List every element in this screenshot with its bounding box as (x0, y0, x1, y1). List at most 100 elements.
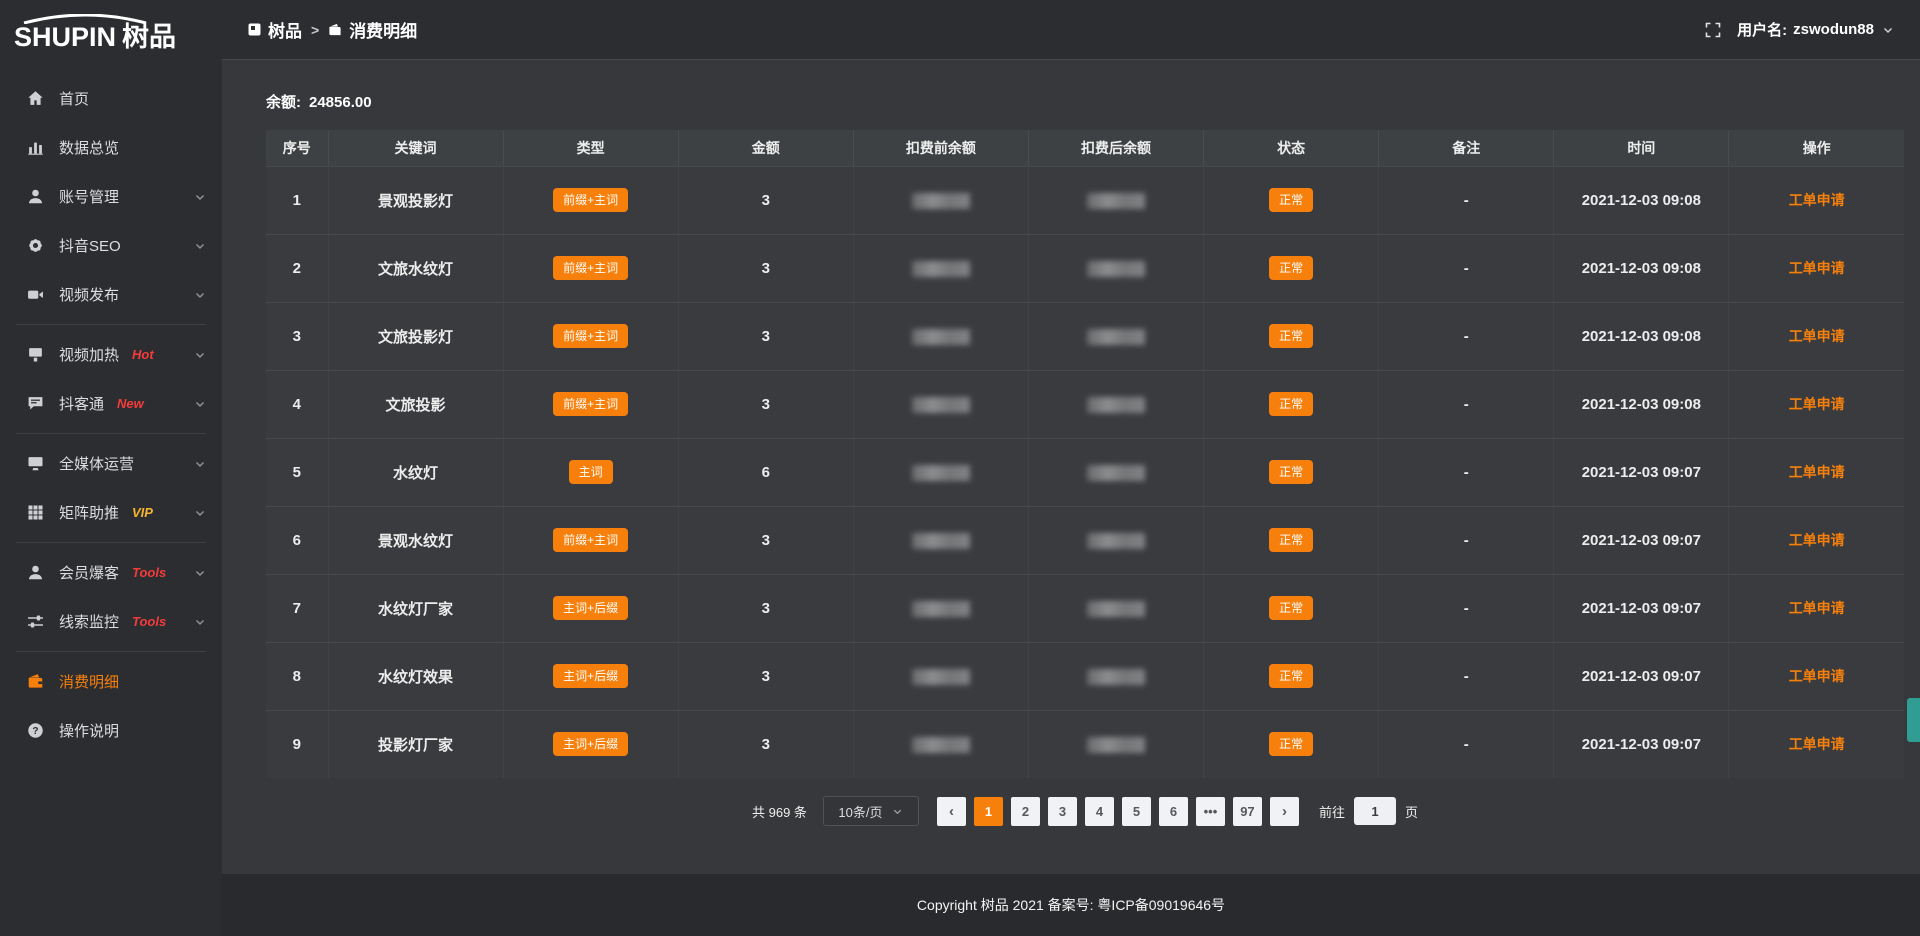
chevron-down-icon (194, 567, 206, 579)
cell-balance-before (853, 301, 1029, 370)
table-row: 8 水纹灯效果 主词+后缀 3 正常 - 2021-12-03 09:07 工单… (266, 641, 1904, 710)
type-badge: 前缀+主词 (553, 255, 629, 281)
work-order-link[interactable]: 工单申请 (1788, 600, 1845, 616)
cell-type: 前缀+主词 (503, 233, 679, 302)
type-badge: 前缀+主词 (553, 527, 629, 553)
cell-keyword: 水纹灯 (328, 437, 504, 506)
work-order-link[interactable]: 工单申请 (1788, 668, 1845, 684)
sidebar-item-douketong[interactable]: 抖客通 New (0, 379, 222, 428)
masked-balance-value (911, 736, 970, 753)
cell-type: 前缀+主词 (503, 165, 679, 234)
logo-cn: 树品 (122, 21, 177, 52)
type-badge: 主词+后缀 (553, 732, 629, 757)
cell-time: 2021-12-03 09:07 (1553, 573, 1730, 642)
work-order-link[interactable]: 工单申请 (1788, 192, 1845, 208)
user-menu[interactable]: 用户名: zswodun88 (1737, 19, 1894, 40)
cell-balance-after (1028, 369, 1205, 438)
menu-divider (16, 433, 206, 434)
cell-amount: 3 (678, 165, 854, 234)
work-order-link[interactable]: 工单申请 (1788, 396, 1845, 412)
cell-amount: 6 (678, 437, 854, 506)
page-button-4[interactable]: 4 (1084, 796, 1114, 826)
sidebar-item-video-publish[interactable]: 视频发布 (0, 270, 222, 319)
cell-status: 正常 (1203, 709, 1380, 778)
cell-balance-after (1028, 301, 1205, 370)
goto-page-input[interactable]: 1 (1353, 797, 1396, 825)
floating-side-widget[interactable] (1907, 698, 1920, 742)
cell-action: 工单申请 (1728, 709, 1904, 778)
work-order-link[interactable]: 工单申请 (1788, 464, 1845, 480)
sidebar-item-data-overview[interactable]: 数据总览 (0, 123, 222, 172)
page-button-2[interactable]: 2 (1010, 796, 1040, 826)
status-badge: 正常 (1269, 732, 1314, 757)
sidebar: SHUPIN 树品 首页 数据总览 账号管理 (0, 0, 222, 936)
type-badge: 前缀+主词 (553, 187, 629, 213)
video-camera-icon (26, 286, 44, 304)
cell-status: 正常 (1203, 437, 1380, 506)
sliders-icon (26, 613, 44, 631)
work-order-link[interactable]: 工单申请 (1788, 532, 1845, 548)
chevron-down-icon (194, 458, 206, 470)
table-row: 3 文旅投影灯 前缀+主词 3 正常 - 2021-12-03 09:08 工单… (266, 301, 1904, 370)
cell-amount: 3 (678, 233, 854, 302)
page-button-3[interactable]: 3 (1047, 796, 1077, 826)
sidebar-item-account[interactable]: 账号管理 (0, 172, 222, 221)
prev-page-button[interactable]: ‹ (936, 796, 966, 826)
sidebar-item-instructions[interactable]: ? 操作说明 (0, 706, 222, 755)
cell-remark: - (1378, 165, 1555, 234)
sidebar-item-lead-monitor[interactable]: 线索监控 Tools (0, 597, 222, 646)
sidebar-item-home[interactable]: 首页 (0, 74, 222, 123)
next-page-button[interactable]: › (1269, 796, 1299, 826)
masked-balance-value (1086, 192, 1145, 209)
cell-status: 正常 (1203, 233, 1380, 302)
cell-balance-before (853, 573, 1029, 642)
masked-balance-value (911, 532, 970, 549)
fullscreen-icon[interactable] (1705, 22, 1721, 38)
gear-icon (26, 237, 44, 255)
cell-time: 2021-12-03 09:07 (1553, 437, 1730, 506)
logo-latin: SHUPIN (14, 21, 117, 52)
page-size-value: 10条/页 (838, 804, 883, 820)
cell-balance-before (853, 165, 1029, 234)
cell-time: 2021-12-03 09:07 (1553, 505, 1730, 574)
breadcrumb-root[interactable]: 树品 (248, 17, 302, 42)
table-row: 7 水纹灯厂家 主词+后缀 3 正常 - 2021-12-03 09:07 工单… (266, 573, 1904, 642)
cell-time: 2021-12-03 09:08 (1553, 301, 1730, 370)
monitor-icon (26, 455, 44, 473)
cell-index: 1 (266, 165, 329, 234)
chevron-down-icon (194, 240, 206, 252)
cell-index: 3 (266, 301, 329, 370)
cell-type: 主词+后缀 (503, 641, 679, 710)
sidebar-item-all-media[interactable]: 全媒体运营 (0, 439, 222, 488)
page-button-5[interactable]: 5 (1121, 796, 1151, 826)
cell-time: 2021-12-03 09:07 (1553, 709, 1730, 778)
page-size-select[interactable]: 10条/页 (822, 796, 919, 826)
page-ellipsis-button[interactable]: ••• (1195, 796, 1225, 826)
sidebar-item-member-burst[interactable]: 会员爆客 Tools (0, 548, 222, 597)
sidebar-item-consumption-detail[interactable]: 消费明细 (0, 657, 222, 706)
page-button-1[interactable]: 1 (973, 796, 1003, 826)
cell-index: 8 (266, 641, 329, 710)
status-badge: 正常 (1269, 595, 1314, 621)
page-button-97[interactable]: 97 (1232, 796, 1262, 826)
cell-status: 正常 (1203, 301, 1380, 370)
page-button-6[interactable]: 6 (1158, 796, 1188, 826)
cell-index: 2 (266, 233, 329, 302)
work-order-link[interactable]: 工单申请 (1788, 260, 1845, 276)
work-order-link[interactable]: 工单申请 (1788, 328, 1845, 344)
cell-action: 工单申请 (1728, 301, 1904, 370)
sidebar-item-matrix-boost[interactable]: 矩阵助推 VIP (0, 488, 222, 537)
cell-balance-after (1028, 233, 1205, 302)
cell-index: 4 (266, 369, 329, 438)
work-order-link[interactable]: 工单申请 (1788, 736, 1845, 753)
sidebar-item-douyin-seo[interactable]: 抖音SEO (0, 221, 222, 270)
masked-balance-value (911, 260, 970, 277)
sidebar-item-label: 抖音SEO (59, 238, 121, 255)
sidebar-item-video-heat[interactable]: 视频加热 Hot (0, 330, 222, 379)
type-badge: 前缀+主词 (553, 323, 629, 349)
col-header-status: 状态 (1203, 130, 1380, 166)
table-header-row: 序号 关键词 类型 金额 扣费前余额 扣费后余额 状态 备注 时间 操作 (266, 130, 1904, 166)
masked-balance-value (911, 192, 970, 209)
breadcrumb-current[interactable]: 消费明细 (328, 17, 417, 42)
sidebar-item-label: 全媒体运营 (59, 456, 135, 473)
